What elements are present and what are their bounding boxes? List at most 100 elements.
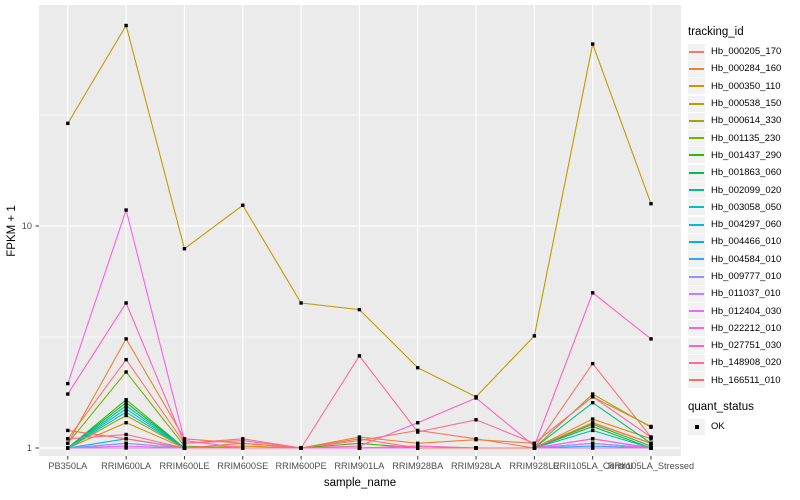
legend-key-line-icon — [689, 379, 704, 382]
data-point — [357, 441, 362, 445]
x-tick-label: RRIM928LE — [509, 461, 559, 471]
legend-key-box — [688, 147, 705, 164]
legend-key-box — [688, 78, 705, 95]
data-point — [124, 437, 128, 441]
data-point — [416, 421, 420, 425]
x-tick-label: RRIM600LE — [159, 461, 209, 471]
data-point — [474, 418, 478, 422]
data-point — [124, 370, 128, 374]
x-tick-label: RRII105LA_Control — [553, 461, 633, 471]
legend-item: Hb_004297_060 — [688, 216, 800, 233]
legend-item: Hb_148908_020 — [688, 354, 800, 371]
data-point — [590, 361, 595, 366]
data-point — [416, 430, 420, 434]
data-point — [241, 446, 245, 450]
legend-title-quant-status: quant_status — [688, 400, 754, 413]
legend-item-label: Hb_002099_020 — [711, 184, 782, 196]
legend-item-label: Hb_027751_030 — [711, 340, 782, 352]
data-point — [357, 435, 362, 439]
data-point — [474, 437, 478, 442]
data-point — [299, 301, 303, 305]
data-point — [66, 392, 70, 396]
legend-item-label: Hb_001437_290 — [711, 149, 782, 161]
data-point — [124, 413, 128, 418]
legend-key-box — [688, 216, 705, 233]
legend-item-label: Hb_004297_060 — [711, 219, 782, 231]
data-point — [474, 446, 478, 450]
x-tick-label: PB350LA — [48, 461, 88, 471]
legend-item-quant-ok: OK — [688, 418, 800, 435]
y-tick-label: 10 — [22, 221, 32, 231]
data-point — [182, 441, 187, 445]
legend-key-line-icon — [689, 258, 704, 261]
data-point — [66, 121, 70, 126]
data-point — [124, 208, 128, 212]
legend-key-line-icon — [689, 154, 704, 157]
data-point — [590, 428, 595, 433]
legend-key-line-icon — [689, 223, 704, 226]
legend-key-line-icon — [689, 292, 704, 295]
legend-items: Hb_000205_170 Hb_000284_160 Hb_000350_110 H… — [688, 43, 800, 389]
legend-item-label: Hb_001135_230 — [711, 132, 781, 144]
data-point — [649, 441, 653, 445]
legend-item-label: Hb_004584_010 — [711, 253, 782, 265]
legend-item: Hb_166511_010 — [688, 372, 800, 389]
legend-key-box — [688, 251, 705, 268]
data-point — [124, 441, 128, 445]
data-point — [182, 438, 187, 443]
x-tick-label: RRIM928BA — [392, 461, 444, 471]
legend-key-line-icon — [689, 206, 704, 209]
data-point — [590, 395, 595, 399]
legend-key-box — [688, 112, 705, 129]
x-tick-label: RRIM600PE — [276, 461, 327, 471]
legend-item-label: Hb_009777_010 — [711, 271, 782, 282]
x-axis-title: sample_name — [323, 477, 397, 489]
legend-item: Hb_002099_020 — [688, 181, 800, 199]
data-point — [124, 301, 128, 305]
data-point — [124, 398, 128, 402]
legend-key-box — [688, 233, 705, 250]
legend-item: Hb_003058_050 — [688, 199, 800, 216]
data-point — [357, 446, 362, 450]
legend-key-box — [688, 182, 705, 199]
data-point — [124, 337, 128, 341]
data-point — [182, 247, 187, 251]
legend-key-box — [688, 130, 705, 147]
data-point — [241, 444, 245, 448]
legend-item-label: OK — [711, 421, 725, 433]
legend-key-line-icon — [689, 102, 704, 105]
legend-key-box — [688, 372, 705, 389]
legend-key-box — [688, 60, 705, 77]
data-point — [590, 291, 595, 295]
data-point — [357, 307, 362, 312]
data-point — [649, 446, 653, 450]
y-axis-title: FPKM + 1 — [6, 205, 18, 257]
legend-key-line-icon — [689, 327, 704, 330]
y-tick-label: 1 — [27, 443, 32, 453]
data-point — [590, 417, 595, 421]
data-point — [66, 441, 70, 445]
legend-item: Hb_001863_060 — [688, 164, 800, 181]
x-tick-label: RRII105LA_Stressed — [608, 461, 694, 471]
data-point — [649, 202, 653, 206]
data-point — [649, 337, 653, 341]
legend-key-box — [688, 95, 705, 112]
data-point — [590, 421, 595, 425]
data-point — [357, 444, 362, 448]
legend-key-line-icon — [689, 50, 704, 53]
legend-key-line-icon — [689, 240, 704, 243]
data-point — [357, 437, 362, 441]
data-point — [590, 437, 595, 441]
data-point — [124, 446, 128, 450]
data-point — [124, 410, 128, 414]
legend-key-box — [688, 337, 705, 354]
legend-key-line-icon — [689, 67, 704, 70]
legend-item-label: Hb_011037_010 — [711, 288, 781, 300]
legend-key-box — [688, 285, 705, 302]
data-point — [416, 441, 420, 445]
data-point — [66, 381, 70, 386]
legend-key-line-icon — [689, 189, 704, 192]
data-point — [649, 437, 653, 441]
data-point — [124, 444, 128, 448]
